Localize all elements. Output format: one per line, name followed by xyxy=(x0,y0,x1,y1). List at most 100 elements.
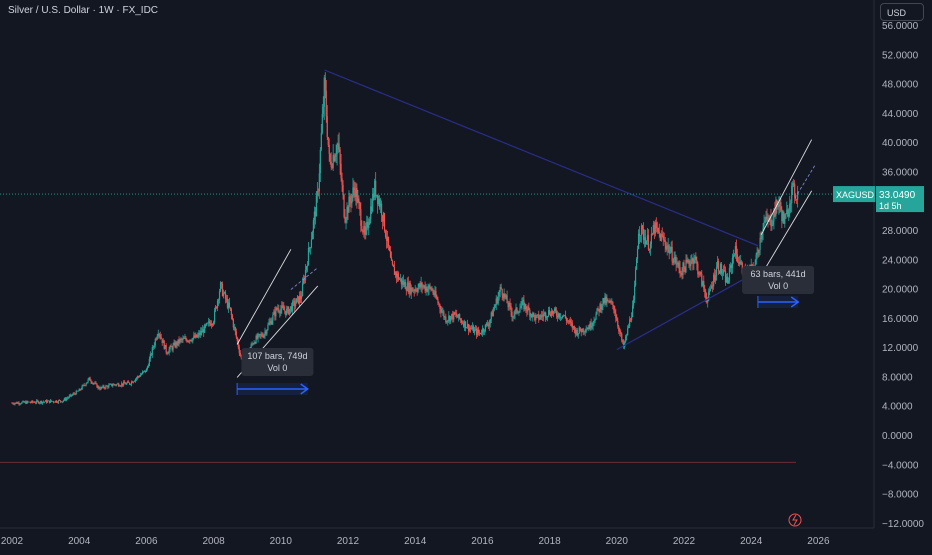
candle-body xyxy=(598,308,600,312)
candle-body xyxy=(237,341,239,348)
candle-body xyxy=(60,401,63,403)
candle-body xyxy=(788,211,790,217)
candle-body xyxy=(287,307,289,309)
candle-body xyxy=(398,278,400,280)
candle-body xyxy=(474,328,477,330)
candle-body xyxy=(263,334,265,338)
candle-body xyxy=(547,315,549,318)
x-tick-label: 2010 xyxy=(270,536,293,547)
candle-body xyxy=(347,206,349,213)
candle-body xyxy=(608,300,610,303)
candle-body xyxy=(228,302,231,308)
candle-body xyxy=(641,225,644,229)
candle-body xyxy=(75,390,77,395)
currency-button[interactable]: USD xyxy=(880,3,924,21)
candle-body xyxy=(108,384,110,388)
y-tick-label: 24.0000 xyxy=(882,255,919,266)
candle-body xyxy=(522,299,524,302)
candle-body xyxy=(487,325,489,327)
candle-body xyxy=(794,183,796,198)
candle-body xyxy=(169,346,171,350)
candle-body xyxy=(409,283,411,294)
candle-body xyxy=(689,263,691,266)
candle-body xyxy=(82,384,84,386)
candle-body xyxy=(729,265,732,269)
candle-body xyxy=(280,309,282,314)
candle-body xyxy=(48,400,51,403)
candle-body xyxy=(56,402,59,403)
candle-body xyxy=(647,235,650,250)
candle-body xyxy=(796,199,798,200)
candle-body xyxy=(168,349,170,354)
candle-body xyxy=(416,290,418,292)
candle-body xyxy=(352,187,354,196)
candle-body xyxy=(692,258,694,264)
candle-body xyxy=(386,236,389,241)
candle-body xyxy=(525,304,527,310)
candle-body xyxy=(297,296,300,304)
candle-body xyxy=(594,319,596,322)
candle-body xyxy=(72,393,74,395)
candle-body xyxy=(271,320,273,325)
candle-body xyxy=(642,228,645,240)
candle-body xyxy=(202,329,204,333)
candle-body xyxy=(578,327,580,334)
candle-body xyxy=(144,370,147,372)
candle-body xyxy=(510,305,512,312)
candle-body xyxy=(197,335,199,338)
drawings[interactable] xyxy=(0,69,816,463)
candle-body xyxy=(221,283,224,296)
candle-body xyxy=(17,402,19,404)
candle-body xyxy=(734,245,736,256)
candle-body xyxy=(639,235,642,236)
candle-body xyxy=(109,384,111,385)
candle-body xyxy=(68,395,70,398)
candle-body xyxy=(401,280,403,285)
candle-body xyxy=(454,312,456,315)
candle-body xyxy=(46,401,49,403)
candle-body xyxy=(562,315,565,317)
candle-body xyxy=(379,199,381,207)
candle-body xyxy=(52,401,55,403)
candle-body xyxy=(208,321,210,323)
countdown-value: 1d 5h xyxy=(879,201,902,211)
candle-body xyxy=(606,299,608,304)
candle-body xyxy=(488,323,490,327)
arrow-head xyxy=(300,383,309,395)
candle-body xyxy=(515,307,517,311)
candle-body xyxy=(651,233,653,235)
candle-body xyxy=(579,327,581,331)
annotation-vol: Vol 0 xyxy=(768,281,788,291)
candle-body xyxy=(355,187,357,197)
candle-body xyxy=(404,281,406,290)
candle-body xyxy=(260,334,262,336)
candle-body xyxy=(327,136,329,146)
candle-body xyxy=(732,255,735,258)
candle-body xyxy=(277,308,279,310)
candle-body xyxy=(507,303,509,307)
candle-body xyxy=(255,336,257,344)
candle-body xyxy=(725,276,728,283)
candle-body xyxy=(218,291,221,300)
candle-body xyxy=(62,400,64,402)
candle-body xyxy=(661,234,663,236)
candle-body xyxy=(362,230,364,233)
candle-body xyxy=(264,331,266,335)
y-tick-label: 48.0000 xyxy=(882,80,919,91)
candle-body xyxy=(138,376,141,378)
candle-body xyxy=(124,381,126,384)
candle-body xyxy=(317,190,319,192)
candle-body xyxy=(637,233,640,250)
candle-body xyxy=(330,161,332,168)
candle-body xyxy=(350,201,352,204)
candle-body xyxy=(311,232,314,240)
candle-body xyxy=(440,308,442,313)
candle-body xyxy=(465,321,467,329)
candle-body xyxy=(652,225,654,235)
candle-body xyxy=(489,319,491,324)
candle-body xyxy=(795,197,797,200)
candle-body xyxy=(207,322,209,324)
candle-body xyxy=(623,341,625,348)
